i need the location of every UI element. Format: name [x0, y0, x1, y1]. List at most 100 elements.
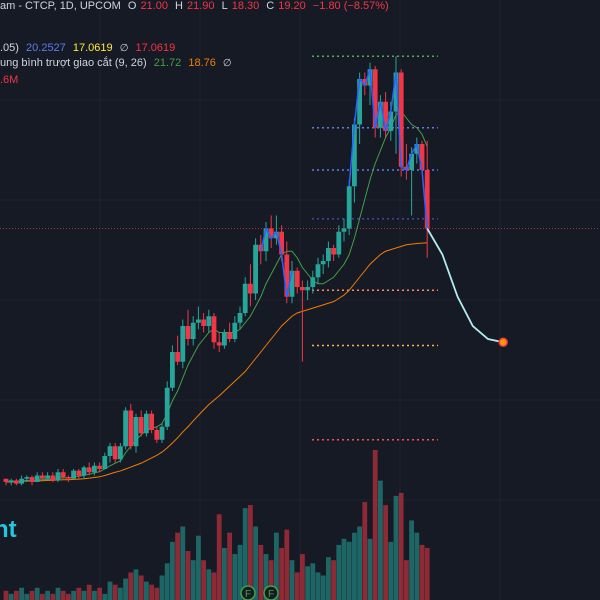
- volume-bar: [346, 541, 352, 600]
- volume-bar: [419, 544, 425, 600]
- volume-bar: [388, 541, 394, 600]
- candle-body: [357, 79, 362, 125]
- indicator-legend-1[interactable]: .05) 20.2527 17.0619 ∅ 17.0619: [0, 42, 179, 54]
- volume-bar: [424, 547, 430, 600]
- volume-bar: [170, 541, 175, 600]
- volume-bar: [159, 575, 165, 600]
- volume-bar: [107, 581, 113, 600]
- volume-bar: [294, 572, 300, 600]
- candle-body: [55, 472, 61, 481]
- candle-body: [237, 313, 243, 323]
- visibility-off-icon[interactable]: ∅: [222, 58, 232, 69]
- candle-body: [92, 465, 97, 473]
- volume-bar: [331, 560, 336, 600]
- candle-body: [341, 228, 347, 232]
- candle-body: [201, 319, 206, 326]
- volume-bar: [60, 590, 66, 600]
- candle-body: [211, 316, 217, 343]
- candle-body: [14, 480, 19, 484]
- volume-bar: [175, 532, 180, 600]
- volume-bar: [404, 560, 409, 600]
- volume-bar: [185, 551, 191, 600]
- indicator-legend-3[interactable]: .6M: [0, 74, 22, 86]
- ma-slow-line: [6, 242, 428, 483]
- candle-body: [76, 470, 82, 476]
- trend-line: [348, 69, 428, 229]
- visibility-off-icon[interactable]: ∅: [119, 43, 129, 54]
- volume-bar: [341, 538, 347, 600]
- candle-body: [40, 475, 45, 479]
- volume-bar: [144, 581, 149, 600]
- ohlc-close-key: C: [266, 0, 275, 12]
- volume-bar: [8, 593, 14, 600]
- indicator-1-value-c: 17.0619: [135, 42, 176, 54]
- volume-bar: [274, 532, 279, 600]
- volume-bar: [409, 520, 414, 600]
- volume-bar: [112, 584, 118, 600]
- symbol-legend[interactable]: am - CTCP, 1D, UPCOM O 21.00 H 21.90 L 18.3…: [0, 0, 393, 12]
- candle-body: [71, 470, 76, 479]
- volume-bar: [34, 587, 40, 600]
- volume-bar: [305, 566, 310, 600]
- volume-bar: [66, 593, 71, 600]
- candle-body: [81, 467, 87, 476]
- volume-bar: [40, 593, 45, 600]
- volume-bar: [50, 593, 56, 600]
- volume-bar: [242, 508, 248, 600]
- candle-body: [393, 72, 399, 112]
- volume-bar: [315, 572, 321, 600]
- candle-body: [185, 326, 191, 339]
- candle-body: [331, 248, 336, 255]
- volume-bar: [378, 480, 383, 600]
- candle-body: [336, 231, 342, 255]
- candle-body: [268, 228, 274, 239]
- volume-bar: [227, 532, 232, 600]
- candle-body: [97, 465, 102, 469]
- volume-bar: [383, 505, 388, 600]
- trend-line: [260, 226, 293, 297]
- symbol-title: am - CTCP, 1D, UPCOM: [0, 0, 121, 12]
- candle-body: [300, 287, 305, 291]
- ohlc-low-value: 18.30: [231, 0, 260, 12]
- volume-bar: [326, 557, 331, 600]
- candle-body: [378, 101, 383, 128]
- candle-body: [388, 111, 394, 131]
- volume-bar: [263, 554, 269, 600]
- candle-body: [128, 410, 134, 447]
- candle-body: [305, 287, 310, 291]
- candle-body: [154, 430, 160, 440]
- candle-body: [310, 277, 316, 287]
- indicator-legend-2[interactable]: ung bình trượt giao cắt (9, 26) 21.72 18…: [0, 57, 236, 69]
- ohlc-high-value: 21.90: [186, 0, 215, 12]
- volume-bar: [138, 575, 144, 600]
- volume-bar: [29, 590, 35, 600]
- candle-body: [144, 413, 149, 434]
- volume-bar: [3, 590, 9, 600]
- candle-body: [164, 387, 170, 427]
- candle-body: [118, 446, 123, 460]
- ohlc-close-value: 19.20: [278, 0, 306, 12]
- volume-bar: [211, 572, 217, 600]
- candle-body: [424, 170, 430, 229]
- event-marker: [263, 585, 279, 600]
- candle-body: [159, 426, 165, 440]
- candle-body: [107, 446, 113, 456]
- candle-body: [50, 475, 56, 481]
- ohlc-open-value: 21.00: [140, 0, 168, 12]
- candle-body: [29, 477, 35, 482]
- volume-bar: [92, 590, 97, 600]
- volume-bar: [76, 587, 82, 600]
- candle-body: [232, 322, 238, 339]
- volume-bar: [268, 560, 274, 600]
- volume-bar: [149, 584, 154, 600]
- candle-body: [175, 352, 180, 362]
- volume-bar: [393, 495, 399, 600]
- candle-body: [242, 283, 248, 313]
- volume-bar: [180, 526, 186, 600]
- volume-bar: [196, 535, 201, 600]
- candle-body: [346, 186, 352, 229]
- candle-body: [60, 472, 66, 478]
- candle-body: [409, 153, 414, 170]
